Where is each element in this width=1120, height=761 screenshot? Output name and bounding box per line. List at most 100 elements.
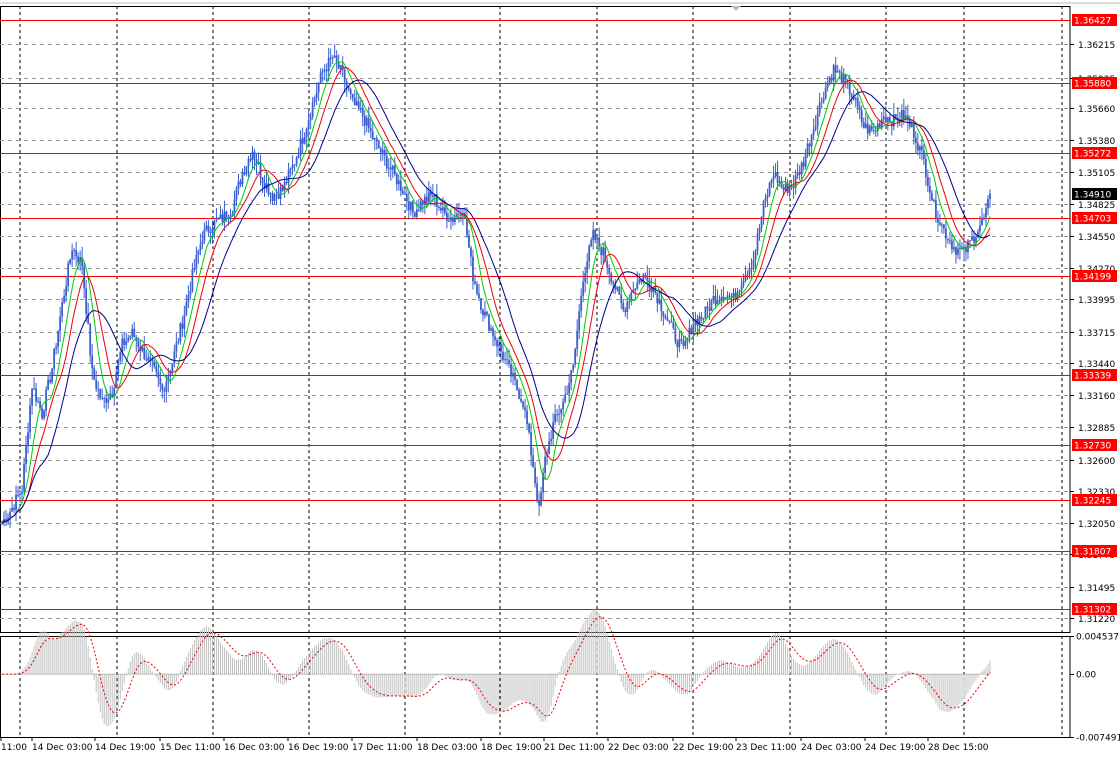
candle-body: [778, 181, 781, 183]
candle-body: [73, 250, 76, 252]
candle-body: [912, 124, 915, 138]
candle-body: [367, 117, 370, 129]
candle-body: [441, 207, 444, 211]
candle-body: [349, 89, 352, 94]
osc-tick-label: -0.007491: [1076, 734, 1120, 744]
candle-body: [540, 492, 542, 506]
candle-body: [323, 69, 326, 72]
candle-body: [756, 233, 759, 251]
level-price-label: 1.32245: [1074, 497, 1111, 507]
candle-body: [249, 158, 252, 161]
candle-body: [411, 201, 414, 213]
candle-body: [872, 130, 875, 132]
candle-body: [862, 122, 865, 129]
candle-body: [764, 197, 767, 202]
candle-body: [437, 206, 440, 209]
level-price-label-bg: [1072, 77, 1117, 89]
candle-body: [143, 347, 146, 360]
candle-body: [632, 290, 635, 293]
candle-body: [460, 213, 462, 216]
candle-body: [273, 194, 276, 201]
y-tick-label: 1.33995: [1078, 296, 1115, 306]
candle-body: [934, 200, 937, 219]
candle-body: [287, 170, 290, 183]
candle-body: [566, 393, 569, 395]
level-price-label: 1.31807: [1074, 548, 1111, 558]
candle-body: [508, 360, 510, 364]
candle-body: [808, 143, 811, 147]
candle-body: [289, 168, 292, 171]
candle-body: [303, 137, 306, 144]
level-price-label: 1.34199: [1074, 273, 1111, 283]
candle-body: [125, 341, 128, 345]
candle-body: [542, 472, 544, 493]
candle-body: [674, 328, 677, 342]
candle-body: [666, 317, 669, 321]
candle-body: [979, 225, 981, 232]
candle-body: [427, 192, 430, 202]
candle-body: [914, 137, 917, 144]
candle-body: [688, 327, 691, 339]
candle-body: [868, 125, 871, 134]
y-tick-label: 1.36215: [1078, 41, 1115, 51]
candle-body: [888, 117, 891, 123]
candle-body: [145, 359, 148, 361]
candle-body: [205, 225, 208, 230]
candle-body: [694, 319, 697, 325]
candle-body: [93, 368, 96, 380]
candle-body: [377, 141, 380, 149]
candle-body: [930, 193, 933, 201]
candle-body: [672, 322, 675, 329]
candle-body: [770, 179, 773, 184]
candle-body: [604, 247, 607, 261]
candle-body: [622, 303, 625, 310]
candle-body: [381, 150, 384, 153]
candle-body: [207, 225, 210, 233]
candle-body: [502, 351, 504, 361]
candle-body: [327, 57, 330, 72]
candle-body: [171, 363, 174, 372]
moving-average-line: [1, 79, 991, 524]
candle-body: [560, 409, 563, 414]
candle-body: [658, 299, 661, 304]
candle-body: [650, 288, 653, 293]
candle-body: [201, 240, 204, 245]
level-price-label-bg: [1072, 494, 1117, 506]
y-tick-label: 1.33160: [1078, 392, 1115, 402]
candle-body: [782, 187, 785, 191]
candle-body: [730, 296, 733, 298]
candle-body: [718, 300, 721, 302]
level-price-label: 1.33339: [1074, 372, 1111, 382]
candle-body: [708, 307, 711, 311]
candle-body: [534, 467, 536, 484]
candle-body: [983, 217, 985, 219]
candle-body: [209, 232, 212, 234]
candle-body: [824, 87, 827, 99]
candle-body: [403, 193, 406, 195]
candle-body: [213, 220, 216, 230]
candle-body: [95, 379, 98, 389]
candle-body: [197, 250, 200, 255]
candle-body: [177, 341, 180, 343]
candle-body: [774, 172, 777, 176]
candle-body: [147, 357, 150, 361]
x-tick-label: 16 Dec 19:00: [288, 743, 349, 753]
candle-body: [275, 194, 278, 196]
candle-body: [187, 295, 190, 303]
candle-body: [389, 167, 392, 170]
candle-body: [668, 320, 671, 322]
candle-body: [75, 250, 78, 257]
candle-body: [35, 388, 37, 402]
x-tick-label: 14 Dec 19:00: [95, 743, 156, 753]
candle-body: [45, 389, 47, 411]
candle-body: [576, 330, 579, 350]
candle-body: [401, 190, 404, 194]
candle-body: [375, 138, 378, 142]
candle-body: [309, 117, 312, 121]
candle-body: [955, 247, 957, 255]
candle-body: [496, 340, 498, 347]
candle-body: [884, 116, 887, 122]
candle-body: [271, 193, 274, 201]
candle-body: [600, 246, 603, 256]
candle-body: [945, 228, 947, 239]
